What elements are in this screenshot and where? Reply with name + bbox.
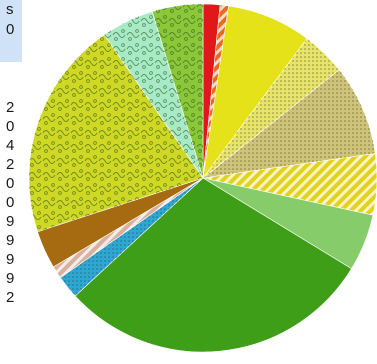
side-table-rows: 2 0 4 2 0 0 9 9 9 9 2 — [0, 98, 22, 307]
side-table-row: 2 — [6, 99, 15, 116]
side-table-row: 2 — [6, 289, 15, 306]
pie-slice-14 — [151, 3, 204, 179]
side-table-row: 9 — [6, 213, 15, 230]
side-table-row: 9 — [6, 251, 15, 268]
side-table-row: 0 — [6, 175, 15, 192]
side-table-row: 9 — [6, 232, 15, 249]
side-table-header-line1: s — [6, 1, 14, 18]
pie-slice-12 — [28, 34, 204, 233]
side-table-row: 9 — [6, 270, 15, 287]
side-table-row: 0 — [6, 118, 15, 135]
side-table-header: s 0 — [0, 0, 22, 62]
side-table: s 0 2 0 4 2 0 0 9 9 9 9 2 — [0, 0, 22, 364]
pie-slice-5 — [201, 69, 376, 179]
pie-slice-8 — [74, 177, 352, 353]
side-table-row: 4 — [6, 137, 15, 154]
side-table-header-line2: 0 — [6, 21, 15, 38]
side-table-row: 2 — [6, 156, 15, 173]
side-table-row: 0 — [6, 194, 15, 211]
